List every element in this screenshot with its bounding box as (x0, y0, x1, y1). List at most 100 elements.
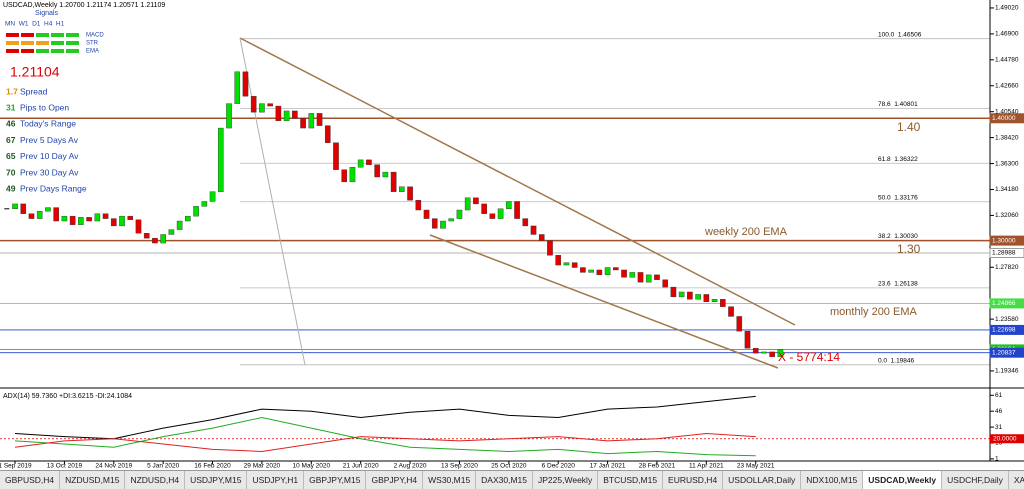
signal (66, 49, 79, 53)
annotation: monthly 200 EMA (830, 306, 917, 318)
candle (160, 234, 166, 244)
signal (6, 33, 19, 37)
tab[interactable]: WS30,M15 (423, 471, 477, 489)
candle (720, 299, 726, 307)
candle (201, 201, 208, 207)
x-tick-label: 6 Dec 2020 (542, 463, 576, 470)
signals-title: Signals (35, 10, 58, 17)
info-value: 70 (6, 167, 16, 177)
tab[interactable]: USDJPY,M15 (185, 471, 248, 489)
y-tick-label: 1.46900 (995, 31, 1019, 38)
price-box (989, 347, 1024, 358)
candle (110, 218, 117, 227)
y-tick-label: 1 (995, 456, 999, 463)
candle (621, 269, 627, 278)
candle (292, 110, 298, 119)
candle (596, 269, 603, 276)
candle (654, 274, 660, 280)
signal (21, 41, 34, 45)
y-tick-label: 1.32060 (995, 212, 1019, 219)
info-value: 67 (6, 135, 16, 145)
tab[interactable]: USDCAD,Weekly (863, 471, 943, 489)
candle (473, 197, 479, 205)
candle (613, 267, 619, 271)
signal (36, 49, 49, 53)
candle (209, 191, 216, 202)
candle (547, 240, 553, 256)
candle (489, 213, 496, 219)
signals-timeframes: MN W1 D1 H4 H1 (5, 21, 65, 28)
candle (407, 186, 413, 201)
fib-label: 0.0 1.19846 (878, 358, 915, 365)
candle (119, 215, 125, 227)
tab[interactable]: BTCUSD,M15 (598, 471, 664, 489)
fib-label: 50.0 1.33176 (878, 194, 918, 201)
candle (382, 171, 389, 178)
tab[interactable]: USDJPY,H1 (247, 471, 305, 489)
candles (4, 71, 784, 358)
info-label: Prev 30 Day Av (20, 167, 79, 177)
info-value: 46 (6, 119, 16, 129)
price-box-label: 1.40000 (992, 115, 1016, 122)
candle (226, 103, 232, 129)
candle (497, 208, 504, 219)
candle (275, 105, 282, 121)
signal (36, 33, 49, 37)
tab[interactable]: NDX100,M15 (801, 471, 864, 489)
candle (135, 219, 142, 234)
tab[interactable]: DAX30,M15 (476, 471, 534, 489)
candle (522, 218, 529, 227)
candle (769, 351, 775, 358)
chart: 100.0 1.46506 78.6 1.40801 61.8 1.36322 50.… (0, 0, 1024, 470)
candle (53, 207, 59, 222)
channel-upper (239, 37, 796, 326)
candle (390, 171, 397, 192)
y-tick-label: 1.42660 (995, 82, 1019, 89)
tab[interactable]: USDCHF,Daily (942, 471, 1009, 489)
candle (267, 103, 273, 107)
tab[interactable]: GBPJPY,H4 (366, 471, 424, 489)
candle (61, 215, 68, 222)
annotation: 1.40 (897, 120, 921, 134)
tab[interactable]: GBPJPY,M15 (304, 471, 367, 489)
candle (744, 330, 751, 349)
candle (28, 213, 35, 219)
candle (242, 71, 249, 97)
tab[interactable]: JP225,Weekly (533, 471, 599, 489)
info-label: Spread (20, 86, 48, 96)
fib-label: 38.2 1.30030 (878, 233, 918, 240)
candle (629, 272, 636, 278)
x-tick-label: 23 May 2021 (737, 463, 775, 470)
candle (670, 286, 677, 298)
info-label: Today's Range (20, 119, 76, 129)
signal-label: EMA (86, 49, 99, 55)
candle (555, 255, 562, 266)
x-tick-label: 17 Jan 2021 (590, 463, 626, 470)
signal (51, 41, 64, 45)
price-box-label: 1.24866 (992, 300, 1016, 307)
candle (193, 206, 199, 217)
candle (259, 103, 265, 113)
x-tick-label: 13 Sep 2020 (441, 463, 478, 470)
tab[interactable]: EURUSD,H4 (663, 471, 724, 489)
tab[interactable]: NZDUSD,M15 (60, 471, 126, 489)
candle (662, 279, 668, 288)
candle (349, 167, 356, 183)
tab[interactable]: GBPUSD,H4 (0, 471, 61, 489)
info-label: Prev 10 Day Av (20, 151, 79, 161)
tab[interactable]: NZDUSD,H4 (125, 471, 186, 489)
candle (736, 316, 743, 332)
signal (66, 41, 79, 45)
tab[interactable]: XAGUSD,H4 (1009, 471, 1024, 489)
candle (448, 218, 455, 222)
adx-line (14, 432, 756, 452)
signal-label: STR (86, 41, 99, 47)
x-tick-label: 1 Sep 2019 (0, 463, 32, 470)
signal (66, 33, 79, 37)
x-tick-label: 13 Oct 2019 (47, 463, 83, 470)
candle (530, 225, 537, 235)
candle (94, 213, 101, 222)
tab[interactable]: USDOLLAR,Daily (723, 471, 802, 489)
y-tick-label: 1.19346 (995, 368, 1019, 375)
tab-bar: GBPUSD,H4 NZDUSD,M15 NZDUSD,H4 USDJPY,M15 US… (0, 470, 1024, 489)
